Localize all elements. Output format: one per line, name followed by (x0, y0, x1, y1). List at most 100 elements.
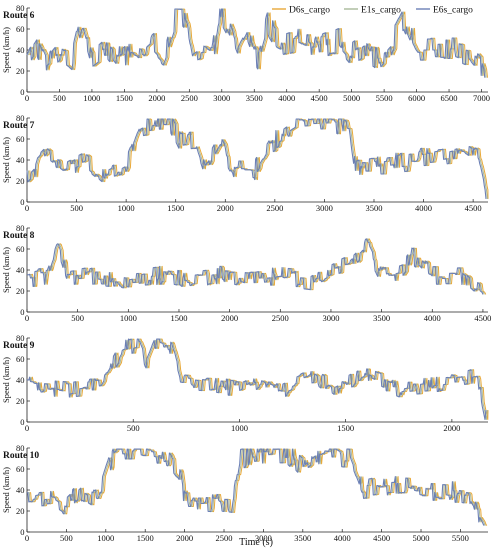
x-tick-label: 3500 (373, 313, 390, 323)
y-tick-label: 40 (16, 45, 25, 55)
panel-title: Route 7 (3, 121, 35, 131)
y-tick-label: 20 (16, 66, 25, 76)
x-tick-label: 500 (53, 93, 66, 103)
x-tick-label: 2500 (272, 313, 289, 323)
x-tick-label: 500 (71, 313, 84, 323)
y-axis-title: Speed (km/h) (1, 467, 11, 513)
x-tick-label: 1500 (337, 423, 354, 433)
y-tick-label: 20 (16, 506, 25, 516)
x-tick-label: 5500 (452, 533, 469, 543)
x-tick-label: 0 (25, 533, 29, 543)
x-tick-label: 2500 (181, 93, 198, 103)
x-tick-label: 2500 (266, 203, 283, 213)
series-line (26, 338, 487, 421)
chart-panel-route: Route 9 0 20 40 60 80 0 500 1000 1500 2000 Speed (k… (1, 333, 489, 433)
x-tick-label: 3500 (294, 533, 311, 543)
x-tick-label: 4500 (373, 533, 390, 543)
y-tick-label: 60 (16, 134, 25, 144)
x-tick-label: 4000 (334, 533, 351, 543)
x-tick-label: 1500 (137, 533, 154, 543)
y-tick-label: 80 (16, 223, 25, 233)
x-tick-label: 2500 (216, 533, 233, 543)
chart-panel-route: Route 8 0 20 40 60 80 0 500 1000 1500 2000 2500 3000… (1, 223, 491, 323)
panel-title: Route 6 (3, 11, 35, 21)
panel-title: Route 10 (3, 451, 39, 461)
series-line (28, 338, 488, 420)
x-tick-label: 1500 (170, 313, 187, 323)
y-axis-title: Speed (km/h) (1, 357, 11, 403)
y-tick-label: 40 (16, 485, 25, 495)
x-tick-label: 4000 (415, 203, 432, 213)
panel-title: Route 9 (3, 341, 35, 351)
x-tick-label: 4000 (278, 93, 295, 103)
series-line (26, 238, 484, 295)
x-tick-label: 500 (60, 533, 73, 543)
y-tick-label: 60 (16, 244, 25, 254)
y-tick-label: 20 (16, 396, 25, 406)
y-tick-label: 60 (16, 354, 25, 364)
x-tick-label: 0 (25, 423, 29, 433)
y-tick-label: 80 (16, 3, 25, 13)
x-tick-label: 3000 (255, 533, 272, 543)
x-tick-label: 0 (25, 313, 29, 323)
series-line (28, 238, 485, 295)
x-tick-label: 1000 (120, 313, 137, 323)
series-line (27, 118, 488, 199)
y-tick-label: 60 (16, 24, 25, 34)
series-line (26, 118, 487, 199)
x-tick-label: 0 (25, 93, 29, 103)
chart-panel-route: Route 10 0 20 40 60 80 0 500 1000 1500 2000 2500 300… (1, 443, 488, 543)
x-tick-label: 3000 (322, 313, 339, 323)
y-tick-label: 20 (16, 286, 25, 296)
x-tick-label: 1500 (116, 93, 133, 103)
x-tick-label: 2000 (443, 423, 460, 433)
y-tick-label: 80 (16, 443, 25, 453)
y-tick-label: 40 (16, 155, 25, 165)
x-tick-label: 500 (70, 203, 83, 213)
x-tick-label: 1500 (167, 203, 184, 213)
y-tick-label: 40 (16, 265, 25, 275)
x-tick-label: 2000 (217, 203, 234, 213)
legend-label: E6s_cargo (433, 6, 473, 16)
y-tick-label: 80 (16, 113, 25, 123)
y-tick-label: 40 (16, 375, 25, 385)
series-line (29, 448, 488, 526)
x-tick-label: 4500 (311, 93, 328, 103)
x-tick-label: 1000 (231, 423, 248, 433)
y-tick-label: 0 (20, 527, 24, 537)
series-line (26, 448, 485, 526)
legend-label: D6s_cargo (289, 6, 330, 16)
y-tick-label: 60 (16, 464, 25, 474)
x-tick-label: 1000 (97, 533, 114, 543)
x-tick-label: 4500 (474, 313, 491, 323)
y-tick-label: 80 (16, 333, 25, 343)
x-axis-title: Time (s) (239, 537, 273, 548)
series-line (29, 338, 489, 420)
legend-label: E1s_cargo (361, 6, 401, 16)
y-tick-label: 0 (20, 417, 24, 427)
x-tick-label: 3500 (365, 203, 382, 213)
x-tick-label: 4000 (424, 313, 441, 323)
x-tick-label: 2000 (176, 533, 193, 543)
x-tick-label: 3000 (213, 93, 230, 103)
y-tick-label: 0 (20, 87, 24, 97)
y-tick-label: 0 (20, 307, 24, 317)
x-tick-label: 2000 (148, 93, 165, 103)
legend: D6s_cargo E1s_cargo E6s_cargo (272, 6, 473, 16)
x-tick-label: 7000 (473, 93, 490, 103)
x-tick-label: 5500 (376, 93, 393, 103)
chart-panel-route: Route 7 0 20 40 60 80 0 500 1000 1500 2000 2500 3000… (1, 113, 489, 213)
x-tick-label: 4500 (465, 203, 482, 213)
x-tick-label: 5000 (413, 533, 430, 543)
y-axis-title: Speed (km/h) (1, 247, 11, 293)
x-tick-label: 5000 (343, 93, 360, 103)
y-tick-label: 0 (20, 197, 24, 207)
x-tick-label: 0 (25, 203, 29, 213)
chart-panel-route: Route 6 0 20 40 60 80 0 500 1000 1500 2000 2500 3000… (1, 3, 490, 103)
x-tick-label: 1000 (83, 93, 100, 103)
x-tick-label: 1000 (118, 203, 135, 213)
x-tick-label: 3000 (316, 203, 333, 213)
x-tick-label: 2000 (221, 313, 238, 323)
